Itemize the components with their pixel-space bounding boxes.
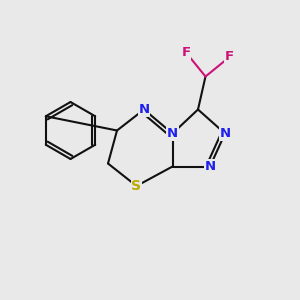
Text: N: N xyxy=(204,160,216,173)
Text: N: N xyxy=(167,127,178,140)
Text: S: S xyxy=(131,179,142,193)
Text: N: N xyxy=(138,103,150,116)
Text: F: F xyxy=(182,46,190,59)
Text: N: N xyxy=(219,127,231,140)
Text: F: F xyxy=(225,50,234,64)
